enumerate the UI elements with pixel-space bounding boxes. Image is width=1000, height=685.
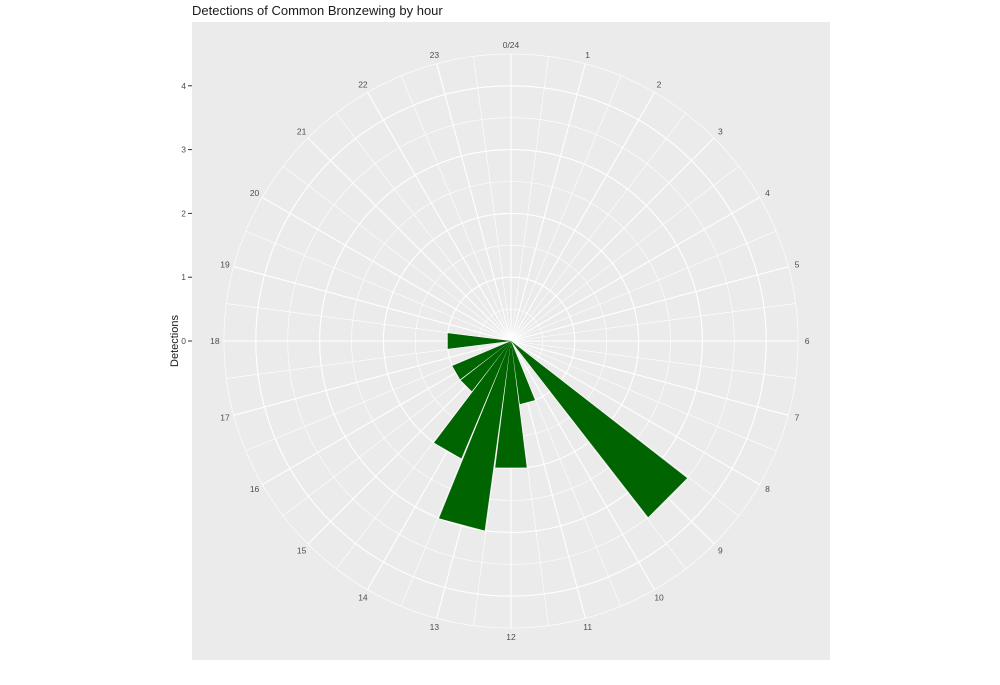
minor-grid-spoke (283, 165, 512, 342)
chart-title: Detections of Common Bronzewing by hour (192, 3, 443, 18)
y-tick-label: 4 (181, 81, 186, 91)
major-grid-spoke (436, 63, 512, 342)
hour-label: 9 (718, 545, 723, 555)
hour-label: 0/24 (503, 40, 520, 50)
hour-label: 23 (430, 50, 440, 60)
y-tick-label: 2 (181, 208, 186, 218)
minor-grid-spoke (245, 340, 512, 452)
minor-grid-spoke (510, 230, 777, 342)
minor-grid-spoke (510, 340, 622, 607)
major-grid-spoke (366, 92, 512, 342)
major-grid-spoke (233, 266, 512, 342)
major-grid-spoke (510, 92, 656, 342)
hour-label: 11 (583, 622, 592, 632)
minor-grid-spoke (510, 113, 687, 342)
major-grid-spoke (510, 340, 789, 416)
y-tick-label: 1 (181, 272, 186, 282)
minor-grid-spoke (400, 75, 512, 342)
minor-grid-spoke (335, 113, 512, 342)
bar-layer (434, 333, 688, 531)
minor-grid-spoke (283, 340, 512, 517)
major-grid-spoke (510, 63, 586, 342)
bar-hour-15 (460, 341, 511, 392)
hour-label: 13 (430, 622, 440, 632)
minor-grid-spoke (473, 340, 512, 626)
hour-label: 18 (210, 336, 220, 346)
y-axis: 0 1 2 3 4 (181, 81, 192, 346)
hour-label: 4 (765, 188, 770, 198)
bar-hour-18 (447, 333, 511, 349)
hour-label: 10 (654, 592, 664, 602)
minor-grid-spoke (510, 340, 739, 517)
bar-hour-9 (511, 341, 688, 518)
hour-label: 8 (765, 484, 770, 494)
hour-label: 19 (220, 259, 230, 269)
minor-grid-spoke (510, 56, 549, 342)
hour-label-layer: 0/24123456789101112131415161718192021222… (210, 40, 810, 642)
bar-hour-16 (452, 341, 511, 380)
hour-label: 17 (220, 413, 230, 423)
minor-grid-spoke (510, 165, 739, 342)
hour-label: 2 (657, 80, 662, 90)
hour-label: 20 (250, 188, 260, 198)
hour-label: 22 (358, 80, 368, 90)
bar-hour-12 (495, 341, 527, 468)
hour-label: 7 (795, 413, 800, 423)
hour-label: 15 (297, 545, 307, 555)
hour-label: 16 (250, 484, 260, 494)
minor-grid-spoke (510, 340, 777, 452)
hour-label: 12 (506, 632, 516, 642)
minor-grid-spoke (400, 340, 512, 607)
minor-grid-spoke (245, 230, 512, 342)
y-tick-label: 3 (181, 145, 186, 155)
hour-label: 6 (805, 336, 810, 346)
hour-label: 21 (297, 127, 307, 137)
minor-grid-spoke (473, 56, 512, 342)
y-tick-label: 0 (181, 336, 186, 346)
minor-grid-spoke (335, 340, 512, 569)
major-grid-spoke (510, 196, 760, 342)
hour-label: 5 (795, 259, 800, 269)
major-grid-spoke (262, 196, 512, 342)
bar-hour-13 (438, 341, 511, 531)
hour-label: 14 (358, 592, 368, 602)
y-axis-title: Detections (169, 315, 181, 367)
minor-grid-spoke (510, 340, 796, 379)
minor-grid-spoke (510, 340, 549, 626)
bar-hour-11 (511, 341, 535, 405)
grid-layer (223, 53, 799, 629)
minor-grid-spoke (226, 340, 512, 379)
major-grid-spoke (510, 340, 760, 486)
hour-label: 3 (718, 127, 723, 137)
major-grid-spoke (233, 340, 512, 416)
major-grid-spoke (510, 266, 789, 342)
major-grid-spoke (510, 340, 656, 590)
minor-grid-spoke (510, 75, 622, 342)
minor-grid-spoke (510, 340, 687, 569)
major-grid-spoke (510, 137, 715, 342)
minor-grid-spoke (226, 303, 512, 342)
bar-hour-14 (434, 341, 511, 459)
minor-grid-spoke (510, 303, 796, 342)
major-grid-spoke (307, 137, 512, 342)
hour-label: 1 (585, 50, 590, 60)
